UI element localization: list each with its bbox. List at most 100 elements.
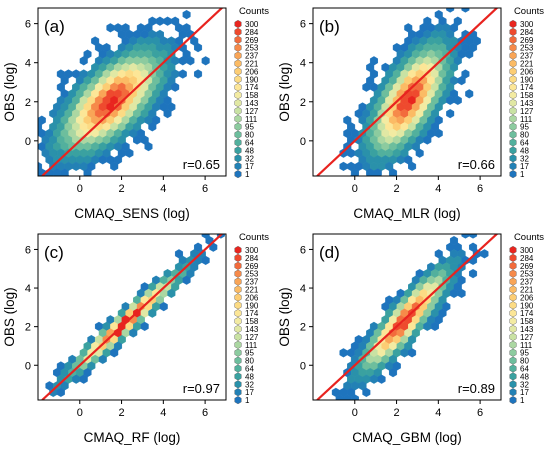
hexbin-cell (79, 374, 88, 384)
legend-label: 269 (520, 36, 534, 45)
panel-label: (c) (44, 243, 64, 262)
legend-label: 284 (245, 254, 259, 263)
legend-swatch (234, 106, 242, 115)
hexbin-cell (400, 348, 409, 358)
legend-label: 269 (245, 36, 259, 45)
legend-label: 269 (245, 262, 259, 271)
legend-label: 253 (245, 44, 259, 53)
legend-label: 190 (520, 75, 534, 84)
legend-swatch (234, 356, 242, 365)
hexbin-cell (446, 108, 455, 119)
x-axis-ticks: 0 2 4 6 (77, 400, 208, 419)
legend-swatch (509, 138, 517, 147)
y-tick-label: 2 (25, 97, 31, 109)
hexbin-cell (140, 321, 149, 332)
legend-label: 269 (520, 262, 534, 271)
legend-swatch (234, 340, 242, 349)
legend-swatch (509, 75, 517, 84)
plot-frame (37, 7, 227, 177)
hexbin-cell (155, 16, 164, 26)
legend-label: 158 (520, 91, 534, 100)
legend-label: 127 (245, 333, 259, 342)
hexbin-cell (469, 268, 478, 279)
y-axis-ticks: 0 2 4 6 (300, 19, 313, 148)
y-tick-label: 2 (300, 97, 306, 109)
hexbin-cell (465, 49, 474, 59)
hexbin-cell (453, 95, 462, 106)
hexbin-cell (362, 82, 371, 92)
legend-label: 127 (520, 333, 534, 342)
hexbin-cell (98, 354, 107, 365)
y-tick-label: 4 (300, 58, 306, 70)
x-tick-label: 6 (477, 407, 483, 419)
legend-swatch (509, 293, 517, 302)
hexbin-cell (194, 69, 203, 79)
legend-label: 174 (520, 309, 534, 318)
x-tick-label: 0 (77, 183, 83, 195)
legend-swatch (509, 364, 517, 373)
legend-label: 253 (520, 270, 534, 279)
y-tick-label: 0 (300, 360, 306, 372)
legend-label: 237 (245, 278, 259, 287)
legend-swatch (234, 19, 242, 29)
hexbin-cell (343, 394, 352, 400)
correlation-label: r=0.66 (458, 157, 495, 172)
legend-swatch (234, 43, 242, 52)
hexbin-cell (72, 161, 81, 172)
hexbin-layer (38, 9, 210, 176)
legend-swatch (509, 356, 517, 365)
hexbin-cell (182, 275, 191, 285)
hexbin-cell (430, 321, 439, 332)
legend-label: 158 (245, 91, 259, 100)
y-tick-label: 6 (25, 19, 31, 31)
hexbin-cell (335, 394, 344, 400)
hexbin-cell (79, 56, 88, 66)
hexbin-cell (457, 75, 466, 86)
legend-swatch (234, 253, 242, 262)
legend-label: 80 (520, 357, 529, 366)
correlation-label: r=0.65 (183, 157, 220, 172)
legend-label: 17 (245, 162, 254, 171)
legend-swatch (509, 380, 517, 389)
legend-swatch (234, 309, 242, 318)
legend-swatch (509, 27, 517, 36)
legend-label: 221 (245, 60, 259, 69)
counts-legend: Counts 300284269253237221206190174158143… (509, 6, 544, 179)
legend-label: 284 (245, 28, 259, 37)
legend-swatch (234, 261, 242, 270)
legend-label: 95 (245, 349, 254, 358)
legend-label: 95 (245, 123, 254, 132)
x-tick-label: 2 (118, 407, 124, 419)
legend-label: 190 (520, 301, 534, 310)
legend-swatch (234, 75, 242, 84)
legend-label: 206 (245, 293, 259, 302)
legend-swatch (234, 59, 242, 68)
y-tick-label: 4 (25, 283, 31, 295)
legend-label: 17 (520, 162, 529, 171)
legend-swatch (509, 388, 517, 397)
x-tick-label: 6 (477, 183, 483, 195)
x-axis-title: CMAQ_MLR (log) (353, 206, 460, 221)
legend-swatch (509, 340, 517, 349)
hexbin-cell (396, 155, 405, 165)
x-tick-label: 6 (202, 183, 208, 195)
legend-swatch (509, 130, 517, 139)
legend-label: 48 (520, 372, 529, 381)
legend-label: 127 (520, 107, 534, 116)
x-axis-title: CMAQ_RF (log) (84, 430, 181, 445)
legend-swatch (234, 245, 242, 255)
legend-swatch (234, 285, 242, 294)
legend-label: 253 (245, 270, 259, 279)
panel-label: (d) (319, 243, 340, 262)
legend-swatch (234, 114, 242, 123)
legend-swatch (509, 170, 517, 179)
hexbin-cell (66, 174, 71, 176)
hexbin-cell (201, 56, 210, 66)
y-tick-label: 0 (25, 136, 31, 148)
hexbin-cell (389, 367, 398, 378)
plot-frame (312, 7, 502, 177)
legend-title: Counts (514, 6, 544, 17)
legend-label: 64 (520, 139, 529, 148)
legend-label: 32 (245, 380, 254, 389)
legend-label: 300 (245, 246, 259, 255)
